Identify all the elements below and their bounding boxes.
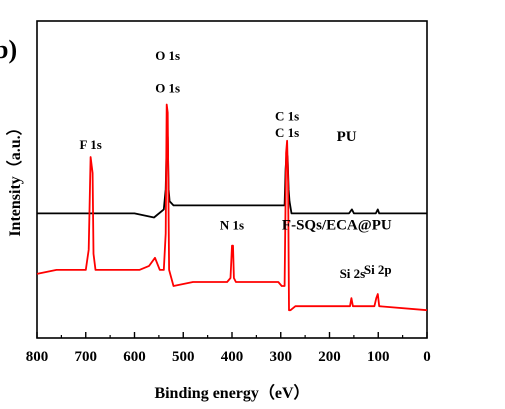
peak-label: N 1s (220, 218, 244, 233)
plot-frame (36, 20, 428, 339)
series-label: F-SQs/ECA@PU (282, 218, 392, 234)
x-tick-label: 0 (423, 349, 431, 365)
x-tick-label: 700 (75, 349, 98, 365)
peak-label: Si 2p (364, 262, 392, 277)
peak-label: C 1s (275, 109, 299, 124)
x-axis-title: Binding energy（eV） (154, 384, 309, 402)
y-axis-title: Intensity（a.u.） (6, 119, 24, 236)
x-tick-label: 400 (221, 349, 244, 365)
x-tick-label: 600 (123, 349, 146, 365)
x-tick-label: 200 (318, 349, 341, 365)
peak-label: O 1s (155, 48, 180, 63)
peak-label: C 1s (275, 125, 299, 140)
series-label: PU (337, 129, 357, 145)
series-layer (36, 103, 428, 312)
peak-label: O 1s (155, 80, 180, 95)
x-tick-label: 500 (172, 349, 195, 365)
x-tick-label: 300 (270, 349, 293, 365)
panel-label: b) (0, 35, 17, 64)
ticks-layer: 800 700 600 500 400 300 200 100 0 (26, 332, 431, 365)
peak-label: Si 2s (340, 266, 366, 281)
series-line-f-sqs-eca-pu (36, 103, 428, 312)
x-tick-label: 100 (367, 349, 390, 365)
peak-label: F 1s (79, 137, 101, 152)
x-tick-label: 800 (26, 349, 49, 365)
